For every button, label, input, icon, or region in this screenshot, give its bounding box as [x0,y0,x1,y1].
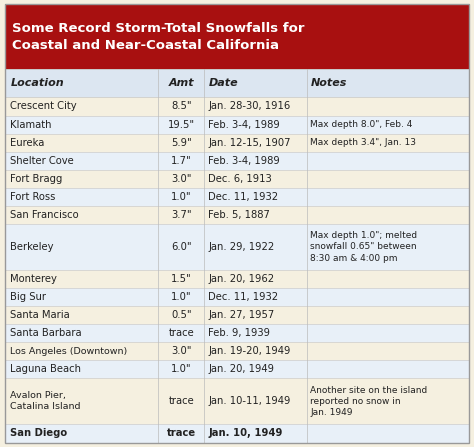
Text: 8.5": 8.5" [171,101,191,111]
Text: 5.9": 5.9" [171,138,191,148]
Text: Santa Maria: Santa Maria [10,310,70,320]
FancyBboxPatch shape [5,170,469,188]
Text: 1.7": 1.7" [171,156,191,166]
Text: Jan. 29, 1922: Jan. 29, 1922 [208,242,274,252]
Text: Some Record Storm-Total Snowfalls for
Coastal and Near-Coastal California: Some Record Storm-Total Snowfalls for Co… [12,22,304,52]
FancyBboxPatch shape [5,115,469,134]
Text: Max depth 3.4", Jan. 13: Max depth 3.4", Jan. 13 [310,138,417,147]
Text: Dec. 11, 1932: Dec. 11, 1932 [208,292,278,302]
Text: Jan. 10-11, 1949: Jan. 10-11, 1949 [208,396,291,406]
FancyBboxPatch shape [5,270,469,288]
Text: Max depth 1.0"; melted
snowfall 0.65" between
8:30 am & 4:00 pm: Max depth 1.0"; melted snowfall 0.65" be… [310,232,418,262]
Text: 19.5": 19.5" [168,119,195,130]
FancyBboxPatch shape [5,188,469,206]
Text: Laguna Beach: Laguna Beach [10,364,82,374]
Text: Jan. 10, 1949: Jan. 10, 1949 [208,429,283,439]
Text: 1.5": 1.5" [171,274,191,284]
FancyBboxPatch shape [5,97,469,115]
Text: Los Angeles (Downtown): Los Angeles (Downtown) [10,347,128,356]
Text: Dec. 6, 1913: Dec. 6, 1913 [208,174,272,184]
Text: Jan. 12-15, 1907: Jan. 12-15, 1907 [208,138,291,148]
Text: Feb. 3-4, 1989: Feb. 3-4, 1989 [208,156,280,166]
Text: Berkeley: Berkeley [10,242,54,252]
Text: Jan. 20, 1949: Jan. 20, 1949 [208,364,274,374]
Text: trace: trace [168,328,194,338]
Text: 0.5": 0.5" [171,310,191,320]
FancyBboxPatch shape [5,306,469,324]
Text: Jan. 27, 1957: Jan. 27, 1957 [208,310,274,320]
FancyBboxPatch shape [5,4,469,69]
Text: trace: trace [168,396,194,406]
FancyBboxPatch shape [5,288,469,306]
Text: Jan. 28-30, 1916: Jan. 28-30, 1916 [208,101,291,111]
Text: trace: trace [167,429,196,439]
Text: Dec. 11, 1932: Dec. 11, 1932 [208,192,278,202]
Text: 1.0": 1.0" [171,192,191,202]
Text: Feb. 5, 1887: Feb. 5, 1887 [208,210,270,220]
Text: 3.7": 3.7" [171,210,191,220]
Text: 1.0": 1.0" [171,292,191,302]
Text: Santa Barbara: Santa Barbara [10,328,82,338]
Text: Monterey: Monterey [10,274,57,284]
Text: Eureka: Eureka [10,138,45,148]
FancyBboxPatch shape [5,224,469,270]
FancyBboxPatch shape [5,134,469,152]
FancyBboxPatch shape [5,324,469,342]
Text: Fort Bragg: Fort Bragg [10,174,63,184]
FancyBboxPatch shape [5,379,469,425]
Text: San Francisco: San Francisco [10,210,79,220]
Text: 3.0": 3.0" [171,346,191,356]
FancyBboxPatch shape [5,360,469,379]
Text: Big Sur: Big Sur [10,292,46,302]
Text: Feb. 9, 1939: Feb. 9, 1939 [208,328,270,338]
Text: Amt: Amt [168,78,194,89]
FancyBboxPatch shape [5,152,469,170]
Text: Max depth 8.0", Feb. 4: Max depth 8.0", Feb. 4 [310,120,413,129]
Text: Fort Ross: Fort Ross [10,192,56,202]
Text: Avalon Pier,
Catalina Island: Avalon Pier, Catalina Island [10,392,81,412]
Text: Date: Date [208,78,238,89]
Text: Klamath: Klamath [10,119,52,130]
FancyBboxPatch shape [5,69,469,97]
Text: Jan. 19-20, 1949: Jan. 19-20, 1949 [208,346,291,356]
Text: Another site on the island
reported no snow in
Jan. 1949: Another site on the island reported no s… [310,386,428,417]
FancyBboxPatch shape [5,206,469,224]
Text: Crescent City: Crescent City [10,101,77,111]
Text: 1.0": 1.0" [171,364,191,374]
FancyBboxPatch shape [5,425,469,443]
Text: Location: Location [10,78,64,89]
Text: Jan. 20, 1962: Jan. 20, 1962 [208,274,274,284]
Text: 6.0": 6.0" [171,242,191,252]
Text: San Diego: San Diego [10,429,68,439]
Text: Feb. 3-4, 1989: Feb. 3-4, 1989 [208,119,280,130]
FancyBboxPatch shape [5,342,469,360]
Text: 3.0": 3.0" [171,174,191,184]
Text: Notes: Notes [310,78,347,89]
Text: Shelter Cove: Shelter Cove [10,156,74,166]
